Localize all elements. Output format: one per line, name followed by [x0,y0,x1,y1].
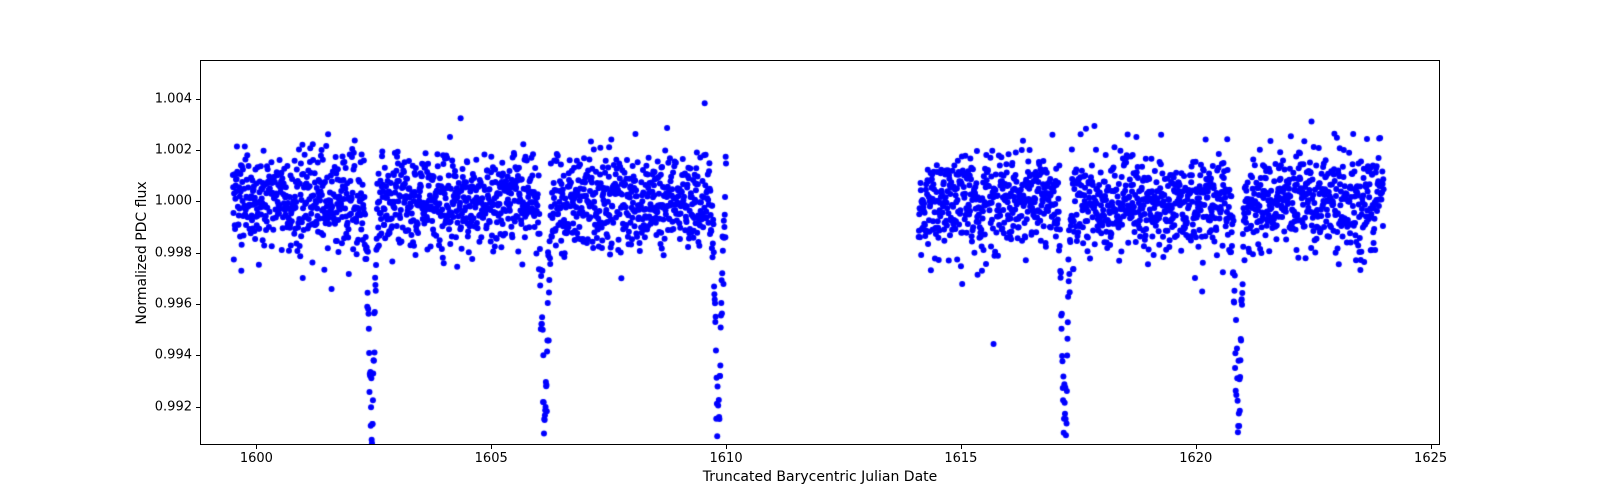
y-tick-mark [196,253,200,254]
lightcurve-axes [200,60,1440,445]
y-tick-label: 0.992 [155,399,192,414]
y-tick-label: 0.996 [155,296,192,311]
x-tick-mark [1431,445,1432,449]
lightcurve-scatter-canvas [200,60,1440,445]
x-tick-mark [1196,445,1197,449]
y-tick-mark [196,407,200,408]
x-tick-label: 1620 [1179,451,1212,466]
x-tick-label: 1600 [240,451,273,466]
x-tick-label: 1605 [475,451,508,466]
y-tick-mark [196,304,200,305]
x-tick-label: 1625 [1414,451,1447,466]
x-tick-label: 1610 [710,451,743,466]
y-axis-label: Normalized PDC flux [134,181,150,324]
x-tick-label: 1615 [944,451,977,466]
x-axis-label: Truncated Barycentric Julian Date [703,469,938,485]
figure: Truncated Barycentric Julian Date Normal… [0,0,1600,500]
y-tick-label: 1.004 [155,91,192,106]
y-tick-mark [196,150,200,151]
y-tick-label: 0.998 [155,245,192,260]
y-tick-label: 0.994 [155,348,192,363]
x-tick-mark [491,445,492,449]
y-tick-mark [196,355,200,356]
x-tick-mark [256,445,257,449]
y-tick-mark [196,99,200,100]
y-tick-label: 1.000 [155,194,192,209]
x-tick-mark [961,445,962,449]
y-tick-mark [196,201,200,202]
y-tick-label: 1.002 [155,142,192,157]
x-tick-mark [726,445,727,449]
